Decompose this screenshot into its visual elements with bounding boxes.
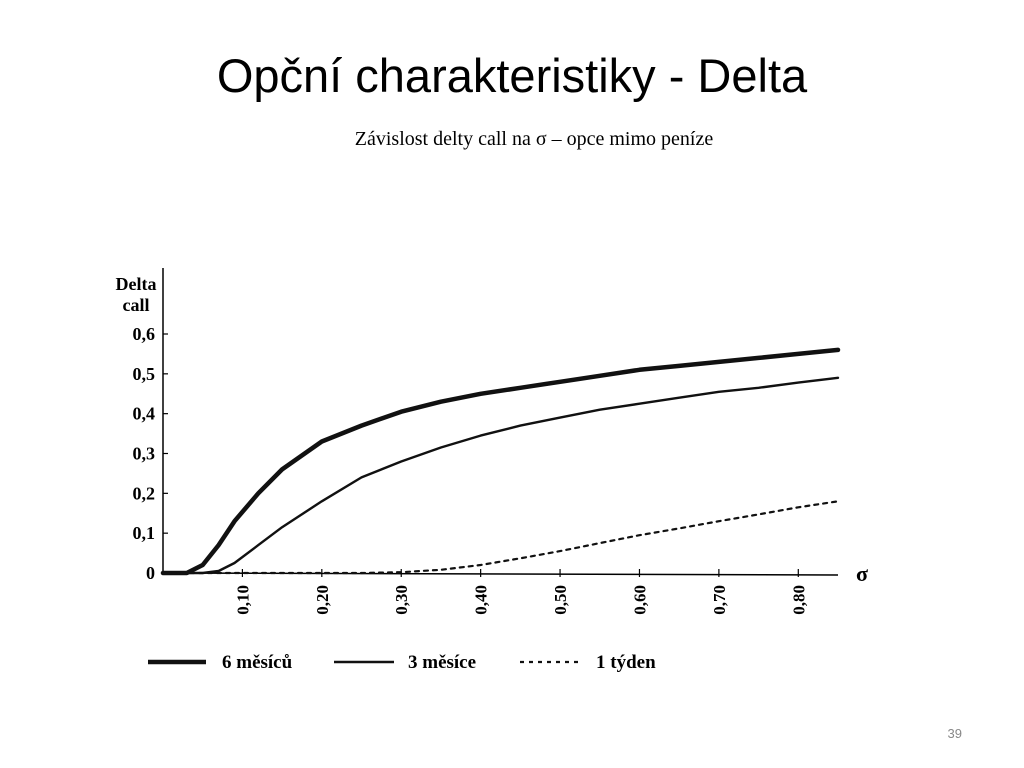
y-tick-label: 0,3 [133,444,156,464]
y-tick-label: 0,1 [133,523,156,543]
x-tick-label: 0,60 [630,585,649,615]
x-tick-label: 0,70 [710,585,729,615]
y-tick-label: 0,2 [133,483,156,503]
x-tick-label: 0,20 [313,585,332,615]
x-tick-label: 0,40 [472,585,491,615]
y-tick-label: 0,6 [133,324,156,344]
y-tick-label: 0,5 [133,364,156,384]
series-line [161,376,840,575]
x-tick-label: 0,50 [551,585,570,615]
chart-subtitle: Závislost delty call na σ – opce mimo pe… [354,128,714,150]
slide-title: Opční charakteristiky - Delta [216,49,808,102]
chart-legend: 6 měsíců 3 měsíce 1 týden [148,652,656,673]
legend-label: 6 měsíců [222,652,293,673]
y-axis-ticks: 0 0,1 0,2 0,3 0,4 0,5 0,6 [133,324,168,583]
x-axis-label: σ [856,561,868,586]
y-tick-label: 0,4 [133,404,156,424]
x-tick-label: 0,30 [392,585,411,615]
y-axis-label-line: call [123,295,150,315]
series-line [161,500,840,575]
x-axis-ticks: 0,10 0,20 0,30 0,40 0,50 0,60 0,70 0,80 [233,569,808,615]
page-number: 39 [947,726,962,741]
y-axis-label-line: Delta [116,274,157,294]
y-tick-label: 0 [146,563,155,583]
legend-label: 1 týden [596,652,656,673]
x-tick-label: 0,80 [789,585,808,615]
legend-label: 3 měsíce [408,652,476,673]
chart-series [160,347,841,576]
x-tick-label: 0,10 [233,585,252,615]
series-line [160,347,841,576]
